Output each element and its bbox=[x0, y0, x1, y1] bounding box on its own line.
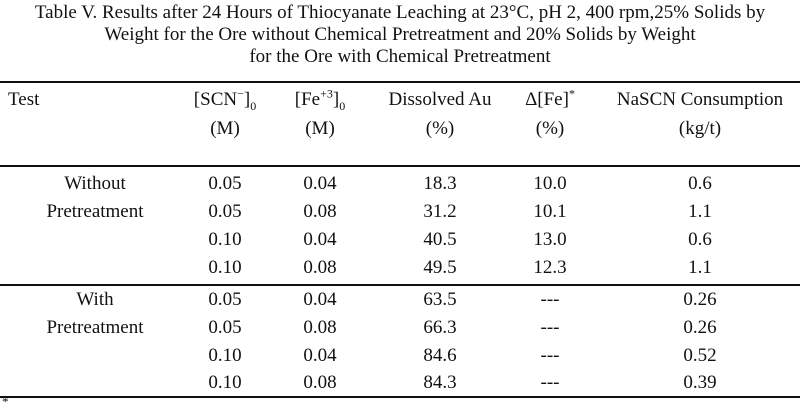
cell-delta-fe: --- bbox=[540, 289, 560, 310]
cell-dissolved-au: 40.5 bbox=[423, 229, 457, 250]
cell-dissolved-au: 18.3 bbox=[423, 173, 457, 194]
cell-scn: 0.05 bbox=[208, 201, 242, 222]
header-dissolved-au: Dissolved Au bbox=[388, 89, 492, 110]
header-test: Test bbox=[8, 89, 40, 110]
header-fe-unit: (M) bbox=[305, 118, 335, 139]
header-delta-fe-unit: (%) bbox=[535, 118, 565, 139]
header-nascn-consumption-unit: (kg/t) bbox=[678, 118, 722, 139]
cell-nascn: 0.39 bbox=[683, 372, 717, 393]
caption-line-2: Weight for the Ore without Chemical Pret… bbox=[104, 24, 696, 45]
cell-delta-fe: 10.1 bbox=[533, 201, 567, 222]
cell-dissolved-au: 66.3 bbox=[423, 317, 457, 338]
cell-fe: 0.04 bbox=[303, 345, 337, 366]
cell-scn: 0.05 bbox=[208, 289, 242, 310]
cell-scn: 0.10 bbox=[208, 372, 242, 393]
cell-fe: 0.08 bbox=[303, 257, 337, 278]
header-scn: [SCN−]0 bbox=[193, 86, 257, 113]
cell-fe: 0.08 bbox=[303, 201, 337, 222]
caption-line-1: Table V. Results after 24 Hours of Thioc… bbox=[34, 2, 766, 23]
header-bottom-rule bbox=[0, 165, 800, 167]
cell-dissolved-au: 84.3 bbox=[423, 372, 457, 393]
cell-nascn: 0.6 bbox=[688, 229, 712, 250]
cell-scn: 0.10 bbox=[208, 229, 242, 250]
header-fe: [Fe+3]0 bbox=[294, 86, 346, 113]
cell-delta-fe: --- bbox=[540, 372, 560, 393]
cell-nascn: 0.26 bbox=[683, 317, 717, 338]
cell-dissolved-au: 49.5 bbox=[423, 257, 457, 278]
cell-delta-fe: --- bbox=[540, 345, 560, 366]
table-caption: Table V. Results after 24 Hours of Thioc… bbox=[0, 2, 800, 68]
cell-nascn: 0.6 bbox=[688, 173, 712, 194]
header-dissolved-au-unit: (%) bbox=[425, 118, 455, 139]
cell-nascn: 1.1 bbox=[688, 201, 712, 222]
group-label-with-line1: With bbox=[76, 289, 114, 310]
cell-dissolved-au: 84.6 bbox=[423, 345, 457, 366]
cell-nascn: 0.52 bbox=[683, 345, 717, 366]
cell-fe: 0.04 bbox=[303, 173, 337, 194]
cell-delta-fe: --- bbox=[540, 317, 560, 338]
group-label-without-line1: Without bbox=[64, 173, 126, 194]
caption-line-3: for the Ore with Chemical Pretreatment bbox=[249, 46, 551, 67]
header-scn-unit: (M) bbox=[210, 118, 240, 139]
footnote-mark: * bbox=[2, 394, 9, 409]
cell-delta-fe: 13.0 bbox=[533, 229, 567, 250]
cell-nascn: 1.1 bbox=[688, 257, 712, 278]
cell-scn: 0.10 bbox=[208, 257, 242, 278]
table-bottom-rule bbox=[0, 396, 800, 398]
cell-nascn: 0.26 bbox=[683, 289, 717, 310]
cell-dissolved-au: 63.5 bbox=[423, 289, 457, 310]
cell-scn: 0.10 bbox=[208, 345, 242, 366]
group-label-without-line2: Pretreatment bbox=[46, 201, 144, 222]
group-label-with-line2: Pretreatment bbox=[46, 317, 144, 338]
header-delta-fe: Δ[Fe]* bbox=[525, 86, 575, 110]
cell-scn: 0.05 bbox=[208, 173, 242, 194]
cell-delta-fe: 12.3 bbox=[533, 257, 567, 278]
table-top-rule bbox=[0, 81, 800, 83]
header-nascn-consumption: NaSCN Consumption bbox=[616, 89, 784, 110]
cell-fe: 0.08 bbox=[303, 372, 337, 393]
cell-fe: 0.04 bbox=[303, 229, 337, 250]
group-divider-rule bbox=[0, 284, 800, 286]
cell-dissolved-au: 31.2 bbox=[423, 201, 457, 222]
cell-delta-fe: 10.0 bbox=[533, 173, 567, 194]
cell-fe: 0.08 bbox=[303, 317, 337, 338]
cell-fe: 0.04 bbox=[303, 289, 337, 310]
cell-scn: 0.05 bbox=[208, 317, 242, 338]
